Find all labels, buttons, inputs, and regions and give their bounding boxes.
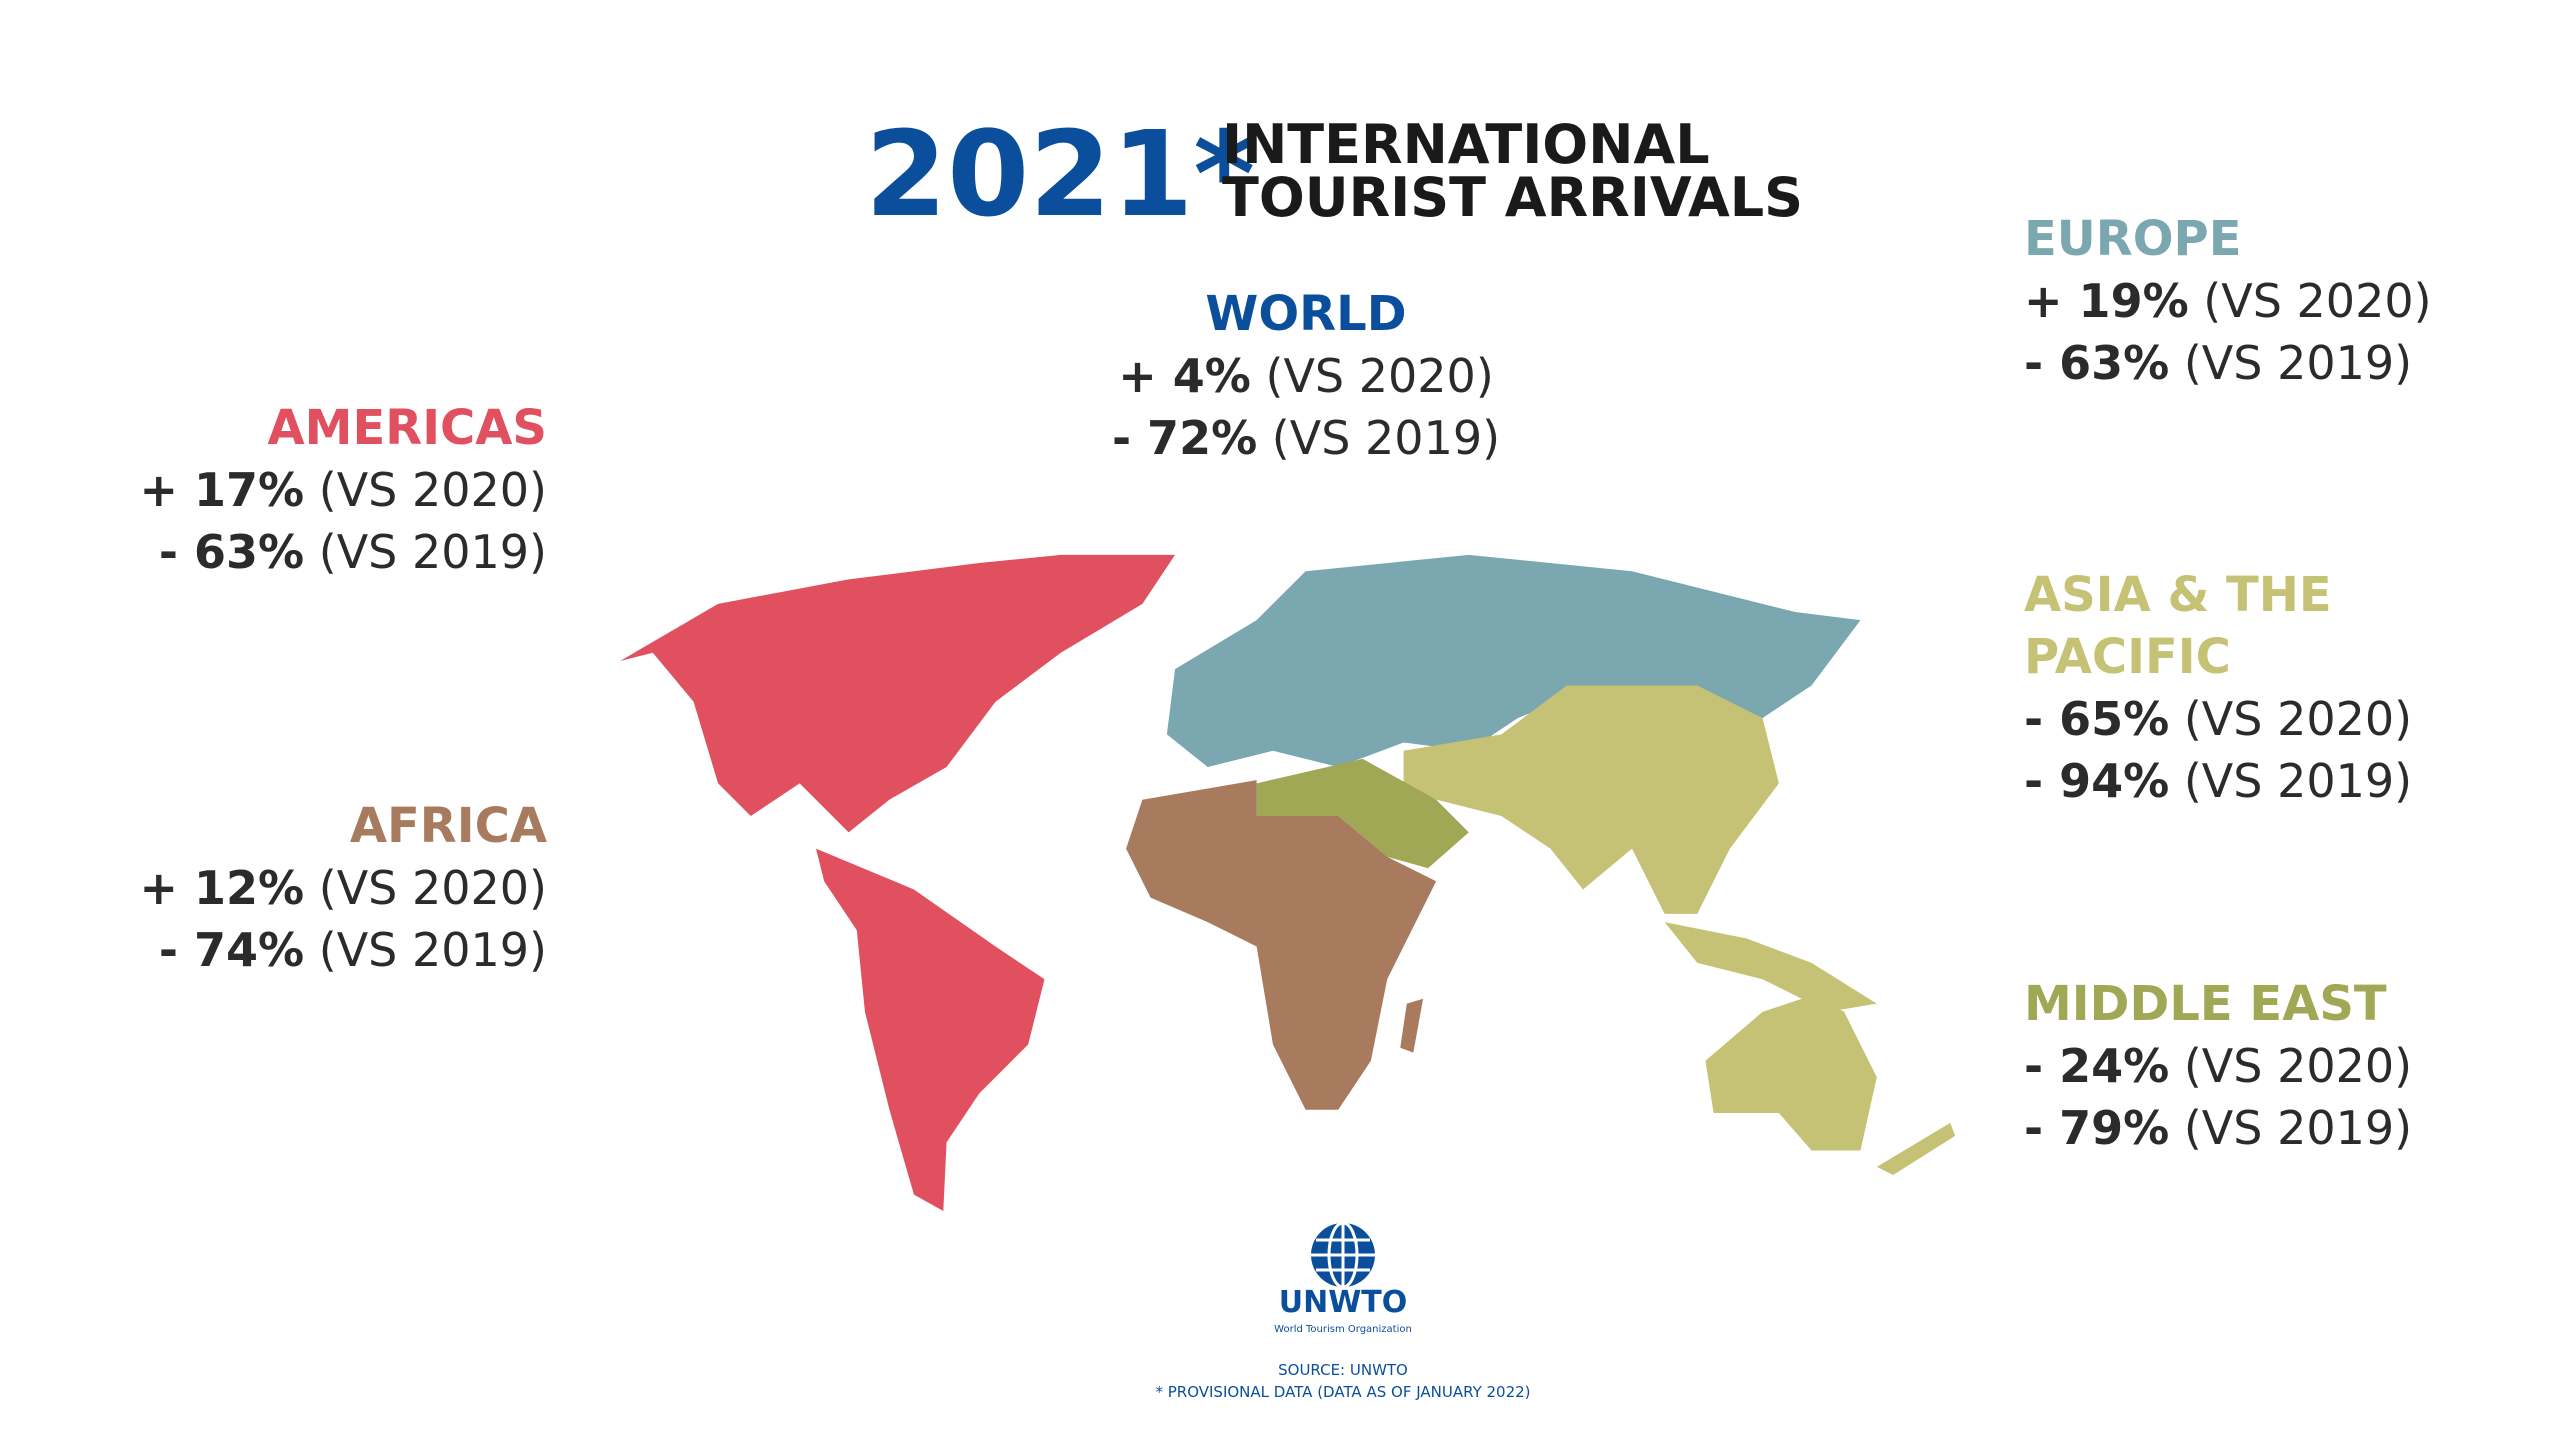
region-stat: - 63% (VS 2019) [159, 525, 547, 579]
logo-subtitle: World Tourism Organization [1274, 1324, 1412, 1335]
title-year: 2021* [865, 105, 1255, 243]
change-value: + 17% [139, 463, 304, 517]
region-name: AMERICAS [268, 400, 547, 456]
change-value: - 72% [1112, 411, 1257, 465]
region-name: WORLD [1205, 286, 1406, 342]
region-stat: + 12% (VS 2020) [139, 861, 547, 915]
asia-pacific-region [1403, 685, 1956, 1176]
comparison-basis: (VS 2019) [319, 923, 547, 977]
region-stat: + 19% (VS 2020) [2024, 274, 2432, 328]
region-stat: + 17% (VS 2020) [139, 463, 547, 517]
comparison-basis: (VS 2019) [319, 525, 547, 579]
comparison-basis: (VS 2020) [2184, 1039, 2412, 1093]
source: SOURCE: UNWTO [1278, 1361, 1408, 1379]
comparison-basis: (VS 2020) [2203, 274, 2431, 328]
region-name: EUROPE [2024, 211, 2242, 267]
region-name: AFRICA [350, 798, 547, 854]
logo-name: UNWTO [1279, 1285, 1408, 1320]
change-value: - 79% [2024, 1101, 2169, 1155]
americas-region [620, 554, 1176, 1211]
comparison-basis: (VS 2020) [319, 861, 547, 915]
comparison-basis: (VS 2019) [2184, 336, 2412, 390]
region-name: PACIFIC [2024, 629, 2231, 685]
change-value: - 24% [2024, 1039, 2169, 1093]
change-value: - 65% [2024, 692, 2169, 746]
europe-region [1166, 554, 1861, 768]
change-value: - 74% [159, 923, 304, 977]
region-stat: + 4% (VS 2020) [1118, 349, 1494, 403]
title-line: INTERNATIONAL [1222, 113, 1710, 176]
comparison-basis: (VS 2019) [1272, 411, 1500, 465]
change-value: + 12% [139, 861, 304, 915]
change-value: + 19% [2024, 274, 2189, 328]
footnote: * PROVISIONAL DATA (DATA AS OF JANUARY 2… [1155, 1383, 1530, 1401]
region-stat: - 63% (VS 2019) [2024, 336, 2412, 390]
comparison-basis: (VS 2019) [2184, 754, 2412, 808]
change-value: - 63% [159, 525, 304, 579]
change-value: - 94% [2024, 754, 2169, 808]
title-line: TOURIST ARRIVALS [1222, 166, 1803, 229]
region-name: ASIA & THE [2024, 567, 2332, 623]
africa-region [1126, 780, 1437, 1110]
comparison-basis: (VS 2019) [2184, 1101, 2412, 1155]
region-stat: - 74% (VS 2019) [159, 923, 547, 977]
region-stat: - 72% (VS 2019) [1112, 411, 1500, 465]
logo: UNWTO World Tourism Organization [1274, 1221, 1412, 1335]
change-value: - 63% [2024, 336, 2169, 390]
region-stat: - 79% (VS 2019) [2024, 1101, 2412, 1155]
region-stat: - 94% (VS 2019) [2024, 754, 2412, 808]
region-stat: - 65% (VS 2020) [2024, 692, 2412, 746]
logo-lines [1311, 1221, 1375, 1289]
comparison-basis: (VS 2020) [2184, 692, 2412, 746]
change-value: + 4% [1118, 349, 1251, 403]
comparison-basis: (VS 2020) [1266, 349, 1494, 403]
middle-east-region [1256, 758, 1469, 869]
world-map [620, 554, 1956, 1211]
region-stat: - 24% (VS 2020) [2024, 1039, 2412, 1093]
region-name: MIDDLE EAST [2024, 976, 2387, 1032]
comparison-basis: (VS 2020) [319, 463, 547, 517]
